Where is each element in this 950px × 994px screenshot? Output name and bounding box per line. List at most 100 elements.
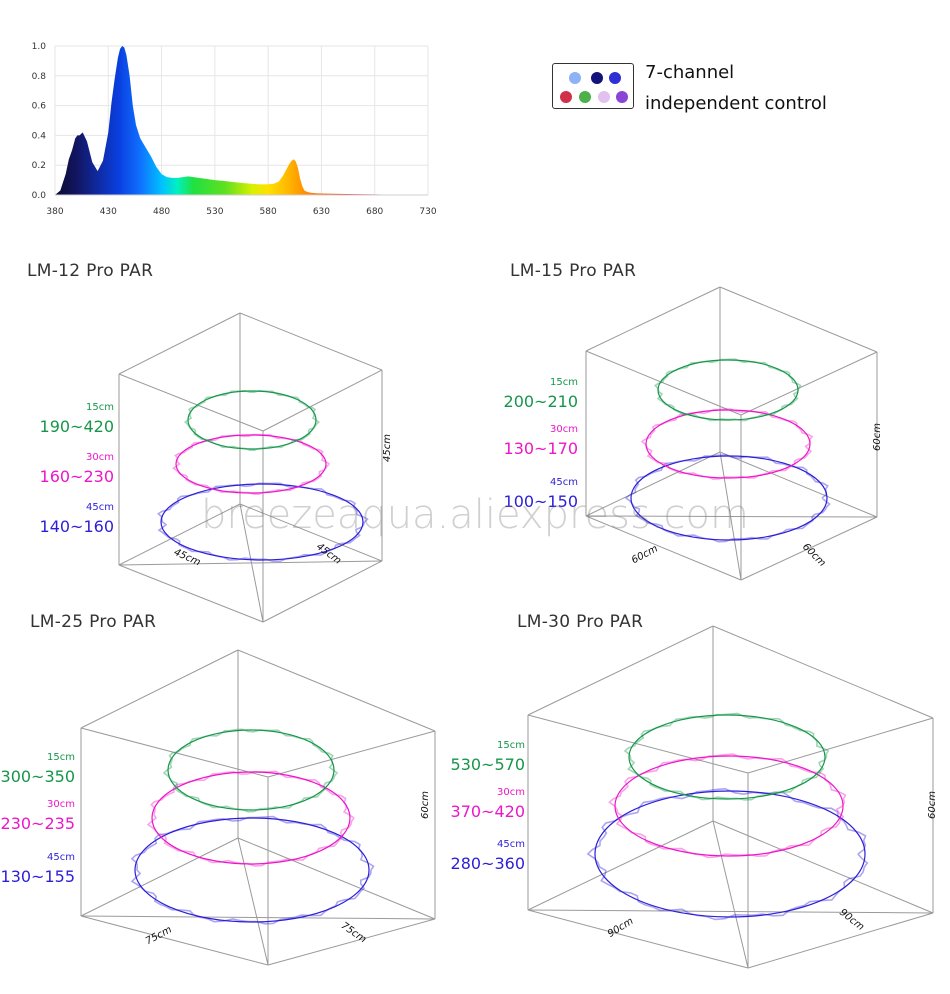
channel-dot [616, 91, 628, 103]
cube-edge [740, 351, 878, 416]
par-panel-2: 15cm 200~210 30cm 130~170 45cm 100~150 60cm 60c… [504, 286, 883, 581]
ppfd-ring-30cm-trace [608, 753, 847, 859]
x-tick-label: 480 [153, 207, 170, 217]
ring-depth-label: 15cm [497, 740, 525, 751]
channel-dot [560, 91, 572, 103]
ring-par-value: 140~160 [40, 517, 114, 536]
ring-depth-label: 30cm [86, 452, 114, 463]
watermark-text: breezeaqua.aliexpress.com [201, 492, 749, 538]
ppfd-ring-45cm-trace [156, 482, 369, 562]
channel-dot [579, 91, 591, 103]
cube-edge [239, 503, 383, 562]
cube-edge [80, 837, 239, 917]
y-tick-label: 0.4 [32, 131, 47, 141]
cube-edge [527, 625, 714, 716]
dimension-width: 60cm [630, 543, 660, 566]
cube-edge [719, 451, 878, 518]
ppfd-ring-45cm-trace [624, 454, 831, 543]
dimension-width: 45cm [172, 547, 202, 569]
dimension-depth: 60cm [800, 541, 828, 569]
cube-edge [527, 714, 749, 774]
ring-depth-label: 30cm [497, 787, 525, 798]
ring-depth-label: 45cm [497, 839, 525, 850]
panel-title-lm12: LM-12 Pro PAR [27, 261, 154, 281]
channel-dot [591, 72, 603, 84]
x-tick-label: 530 [206, 207, 223, 217]
dimension-height: 45cm [382, 434, 393, 462]
ppfd-ring-45cm-ellipse [160, 483, 364, 561]
ppfd-ring-15cm-trace [623, 712, 830, 801]
cube-edge [712, 820, 934, 914]
cube-edge [585, 350, 742, 416]
cube-edge [585, 451, 721, 517]
x-tick-label: 680 [366, 207, 383, 217]
floor-diagonal [237, 837, 269, 966]
ring-par-value: 230~235 [1, 814, 75, 833]
cube-edge [267, 730, 436, 778]
ppfd-ring-15cm-trace [162, 728, 339, 813]
cube-edge [80, 727, 269, 778]
cube-edge [80, 915, 269, 966]
floor-diagonal [527, 909, 934, 914]
cube-edge [237, 837, 436, 920]
cube-edge [118, 312, 241, 375]
ring-par-value: 190~420 [40, 417, 114, 436]
x-tick-label: 380 [46, 207, 63, 217]
cube-edge [239, 312, 383, 371]
panel-title-lm25: LM-25 Pro PAR [30, 612, 157, 632]
ring-depth-label: 15cm [47, 752, 75, 763]
ppfd-ring-15cm-trace [653, 358, 802, 422]
ring-depth-label: 30cm [550, 424, 578, 435]
cube-edge [740, 516, 878, 581]
ring-par-value: 160~230 [40, 467, 114, 486]
ring-par-value: 130~170 [504, 439, 578, 458]
x-tick-label: 630 [313, 207, 330, 217]
ring-depth-label: 15cm [86, 402, 114, 413]
floor-diagonal [712, 820, 749, 969]
ring-depth-label: 30cm [47, 799, 75, 810]
ppfd-ring-30cm-ellipse [645, 409, 811, 479]
channel-dot [569, 72, 581, 84]
channel-legend-box [552, 63, 634, 109]
x-tick-label: 730 [419, 207, 436, 217]
floor-diagonal [585, 515, 878, 518]
y-tick-label: 1.0 [32, 42, 47, 52]
ppfd-ring-30cm-trace [146, 770, 355, 867]
floor-diagonal [118, 560, 383, 566]
dimension-depth: 90cm [837, 907, 866, 933]
floor-diagonal [80, 915, 436, 920]
ppfd-ring-45cm-ellipse [594, 790, 866, 918]
legend-line1: 7-channel [645, 62, 735, 83]
channel-dot [598, 91, 610, 103]
cube-edge [527, 909, 749, 969]
cube-edge [262, 369, 383, 432]
cube-edge [719, 286, 878, 353]
cube-edge [118, 564, 264, 623]
cube-edge [80, 649, 239, 729]
ring-par-value: 130~155 [1, 867, 75, 886]
ring-depth-label: 15cm [550, 377, 578, 388]
ring-par-value: 530~570 [451, 755, 525, 774]
ppfd-ring-15cm-ellipse [657, 359, 799, 421]
panel-title-lm30: LM-30 Pro PAR [517, 612, 644, 632]
ring-depth-label: 45cm [47, 852, 75, 863]
ppfd-ring-45cm-ellipse [630, 455, 828, 541]
cube-edge [267, 918, 436, 966]
ppfd-ring-15cm-ellipse [167, 729, 335, 811]
ppfd-ring-30cm-ellipse [151, 771, 351, 865]
dimension-width: 75cm [144, 924, 174, 947]
cube-edge [747, 717, 934, 774]
cube-edge [118, 503, 241, 566]
cube-edge [527, 820, 714, 911]
ppfd-ring-45cm-trace [586, 787, 869, 921]
ring-par-value: 280~360 [451, 854, 525, 873]
par-panel-4: 15cm 530~570 30cm 370~420 45cm 280~360 90cm 90c… [451, 625, 938, 969]
cube-edge [262, 560, 383, 623]
ppfd-ring-45cm-trace [130, 815, 375, 925]
ppfd-ring-30cm-trace [172, 433, 331, 495]
y-tick-label: 0.6 [32, 102, 47, 112]
panel-title-lm15: LM-15 Pro PAR [510, 261, 637, 281]
